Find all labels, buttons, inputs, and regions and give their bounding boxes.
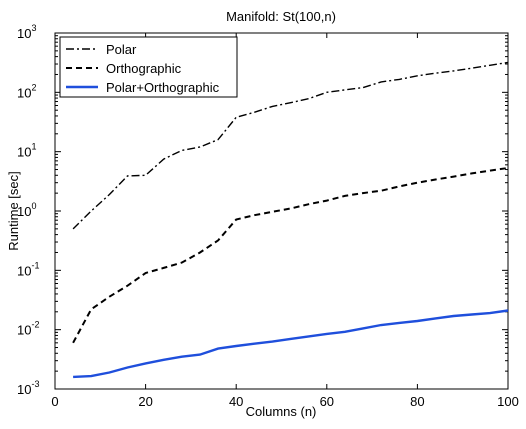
x-tick-label: 80: [410, 394, 424, 409]
y-tick-base: 10: [17, 204, 31, 219]
y-tick-label: 102: [17, 82, 36, 100]
chart-title: Manifold: St(100,n): [226, 9, 336, 24]
x-axis-label: Columns (n): [246, 404, 317, 419]
legend-label: Polar: [106, 42, 137, 57]
y-tick-exponent: 2: [31, 82, 36, 92]
y-tick-exponent: 1: [31, 142, 36, 152]
y-tick-exponent: -1: [31, 260, 39, 270]
y-tick-label: 10-2: [17, 320, 39, 338]
y-tick-exponent: -3: [31, 379, 39, 389]
series-line-orthographic: [72, 167, 509, 344]
legend: Polar Orthographic Polar+Orthographic: [59, 36, 238, 98]
legend-label: Orthographic: [106, 61, 182, 76]
x-tick-label: 0: [51, 394, 58, 409]
x-tick-label: 40: [229, 394, 243, 409]
y-tick-label: 101: [17, 142, 36, 160]
y-tick-base: 10: [17, 85, 31, 100]
series-line-polar: [72, 61, 509, 230]
x-tick-label: 20: [138, 394, 152, 409]
y-tick-exponent: 3: [31, 23, 36, 33]
y-axis-label: Runtime [sec]: [6, 171, 21, 250]
y-tick-base: 10: [17, 145, 31, 160]
y-tick-label: 103: [17, 23, 36, 41]
y-tick-exponent: -2: [31, 320, 39, 330]
series-line-polar-orthographic: [73, 309, 509, 379]
legend-label: Polar+Orthographic: [106, 80, 220, 95]
y-tick-label: 100: [17, 201, 36, 219]
x-tick-label: 100: [497, 394, 519, 409]
y-tick-base: 10: [17, 382, 31, 397]
x-tick-label: 60: [320, 394, 334, 409]
y-tick-base: 10: [17, 26, 31, 41]
y-tick-label: 10-3: [17, 379, 39, 397]
y-tick-label: 10-1: [17, 260, 39, 278]
y-tick-base: 10: [17, 323, 31, 338]
y-tick-base: 10: [17, 263, 31, 278]
y-tick-exponent: 0: [31, 201, 36, 211]
